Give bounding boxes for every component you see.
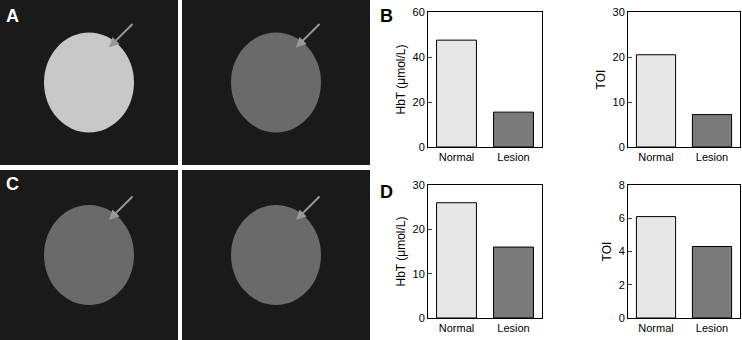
svg-text:0: 0 xyxy=(619,312,625,324)
svg-text:20: 20 xyxy=(613,51,625,63)
svg-text:0: 0 xyxy=(419,312,425,324)
svg-text:HbT (μmol/L): HbT (μmol/L) xyxy=(394,216,408,286)
svg-text:0: 0 xyxy=(419,141,425,153)
svg-text:30: 30 xyxy=(613,6,625,18)
svg-text:8: 8 xyxy=(619,179,625,191)
svg-text:Lesion: Lesion xyxy=(497,322,529,334)
svg-text:A: A xyxy=(6,6,19,26)
svg-text:60: 60 xyxy=(413,6,425,18)
svg-text:Normal: Normal xyxy=(439,151,474,163)
svg-text:Lesion: Lesion xyxy=(696,151,728,163)
svg-text:10: 10 xyxy=(613,96,625,108)
svg-text:B: B xyxy=(380,6,393,26)
svg-text:2: 2 xyxy=(619,279,625,291)
svg-text:Normal: Normal xyxy=(439,322,474,334)
svg-text:40: 40 xyxy=(413,51,425,63)
svg-text:10: 10 xyxy=(413,268,425,280)
svg-text:C: C xyxy=(6,174,19,194)
svg-text:6: 6 xyxy=(619,212,625,224)
svg-text:20: 20 xyxy=(413,223,425,235)
svg-text:TOI: TOI xyxy=(594,70,608,90)
svg-text:20: 20 xyxy=(413,96,425,108)
svg-text:TOI: TOI xyxy=(600,242,614,262)
svg-text:D: D xyxy=(380,182,393,202)
svg-text:HbT (μmol/L): HbT (μmol/L) xyxy=(394,44,408,114)
svg-text:30: 30 xyxy=(413,179,425,191)
svg-text:4: 4 xyxy=(619,245,625,257)
svg-text:Normal: Normal xyxy=(638,322,673,334)
svg-text:Lesion: Lesion xyxy=(696,322,728,334)
svg-text:0: 0 xyxy=(619,141,625,153)
svg-text:Normal: Normal xyxy=(638,151,673,163)
svg-text:Lesion: Lesion xyxy=(497,151,529,163)
